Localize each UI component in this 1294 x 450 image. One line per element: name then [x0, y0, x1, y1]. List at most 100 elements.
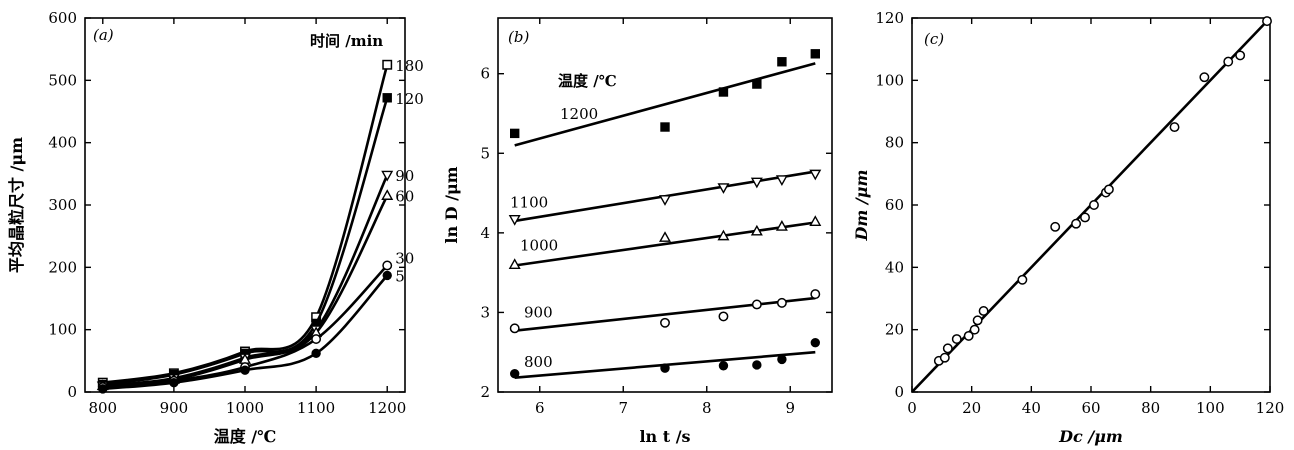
- series-1000-point: [659, 231, 671, 242]
- series-1000-fit-line: [514, 221, 816, 267]
- plot-frame: [497, 17, 833, 393]
- y-tick-label: 0: [67, 383, 77, 401]
- y-tick-label: 300: [48, 196, 77, 214]
- series-1100-point: [508, 215, 521, 226]
- x-axis-label: Dc /μm: [1058, 427, 1123, 446]
- y-axis-label: ln D /μm: [442, 166, 461, 243]
- series-5-label: 5: [395, 267, 405, 285]
- x-tick-label: 60: [1081, 399, 1100, 417]
- panel-c: 0 20 40 60 80 100 120 0 20 40 60 80 100 120 (c) Dc /μm D…: [852, 9, 1284, 446]
- series-1100-point: [717, 183, 730, 194]
- series-5-point: [311, 348, 321, 359]
- x-tick-label: 100: [1196, 399, 1225, 417]
- series-1100-point: [659, 195, 671, 206]
- y-axis-label: Dm /μm: [852, 170, 871, 242]
- series-800-point: [752, 360, 762, 370]
- series-120-label: 120: [395, 90, 424, 108]
- data-point: [1103, 184, 1114, 195]
- panel-a: 800 900 1000 1100 1200 0 100 200 300 400 500 600 (a)…: [7, 9, 424, 446]
- series-30-point: [311, 334, 322, 344]
- series-900-point: [718, 311, 729, 322]
- x-tick-label: 1200: [368, 399, 406, 417]
- data-point: [942, 343, 953, 354]
- y-tick-label: 20: [885, 321, 904, 339]
- x-tick-label: 7: [618, 399, 628, 417]
- data-point: [1199, 72, 1210, 83]
- series-1000-label: 1000: [520, 237, 558, 255]
- y-tick-label: 0: [894, 383, 904, 401]
- series-120-point: [382, 93, 392, 103]
- series-900-fit-line: [514, 296, 816, 333]
- series-1200-point: [510, 128, 520, 139]
- series-800-point: [777, 354, 787, 365]
- series-1000-point: [750, 224, 763, 236]
- panel-b: 6 7 8 9 2 3 4 5 6 (b) 温度 /℃ ln t /s ln D /μm 1200 1100…: [442, 17, 833, 446]
- series-5-point: [98, 384, 108, 394]
- x-tick-label: 6: [535, 399, 545, 417]
- y-axis-label: 平均晶粒尺寸 /μm: [7, 137, 26, 273]
- series-1100-label: 1100: [510, 194, 548, 212]
- y-tick-label: 100: [875, 71, 904, 89]
- series-1200-label: 1200: [560, 105, 598, 123]
- y-tick-label: 40: [885, 258, 904, 276]
- data-point: [972, 315, 983, 326]
- y-tick-label: 100: [48, 321, 77, 339]
- series-30-label: 30: [395, 249, 414, 267]
- data-point: [963, 330, 974, 341]
- series-1000-point: [717, 229, 730, 241]
- y-tick-label: 500: [48, 71, 77, 89]
- y-tick-label: 120: [875, 9, 904, 27]
- data-point: [939, 352, 950, 363]
- data-point: [1235, 50, 1246, 61]
- data-point: [1071, 218, 1082, 229]
- series-1200-point: [810, 49, 820, 59]
- series-60-label: 60: [395, 188, 414, 206]
- series-5-point: [240, 365, 250, 375]
- y-tick-label: 80: [885, 134, 904, 152]
- series-1000-point: [809, 215, 822, 227]
- series-180-point: [382, 59, 393, 70]
- data-point: [951, 334, 962, 344]
- series-1000-point: [508, 258, 521, 269]
- series-1100-point: [775, 175, 788, 186]
- series-1000-point: [775, 220, 788, 231]
- x-tick-label: 40: [1022, 399, 1041, 417]
- x-axis-label: 温度 /℃: [213, 427, 277, 446]
- data-point: [1223, 56, 1234, 67]
- y-tick-label: 200: [48, 258, 77, 276]
- panel-label: (a): [93, 26, 114, 44]
- x-tick-label: 900: [160, 399, 189, 417]
- series-800-point: [660, 363, 670, 373]
- x-tick-label: 9: [785, 399, 795, 417]
- series-5-point: [169, 377, 179, 388]
- y-tick-label: 5: [480, 144, 490, 162]
- data-point: [978, 306, 989, 316]
- series-900-point: [509, 323, 520, 334]
- series-1200-fit-line: [514, 62, 816, 147]
- series-1200-point: [777, 57, 787, 67]
- y-tick-label: 400: [48, 134, 77, 152]
- x-tick-label: 0: [907, 399, 917, 417]
- series-900-point: [660, 317, 670, 328]
- series-1100-point: [809, 169, 822, 181]
- x-tick-label: 80: [1141, 399, 1160, 417]
- y-tick-label: 60: [885, 196, 904, 214]
- y-tick-label: 2: [480, 383, 490, 401]
- data-point: [1169, 122, 1180, 133]
- series-1200-point: [752, 79, 762, 89]
- x-axis-label: ln t /s: [639, 427, 690, 446]
- data-point: [969, 324, 980, 335]
- x-tick-label: 1000: [226, 399, 264, 417]
- x-tick-label: 1100: [297, 399, 335, 417]
- x-tick-label: 8: [702, 399, 712, 417]
- x-tick-label: 20: [962, 399, 981, 417]
- series-180-curve: [102, 64, 389, 384]
- data-point: [1089, 200, 1099, 210]
- x-tick-label: 800: [88, 399, 117, 417]
- data-point: [1050, 221, 1061, 232]
- series-180-label: 180: [395, 57, 424, 75]
- series-800-point: [810, 337, 820, 348]
- series-60-point: [381, 189, 394, 200]
- series-800-label: 800: [524, 353, 553, 371]
